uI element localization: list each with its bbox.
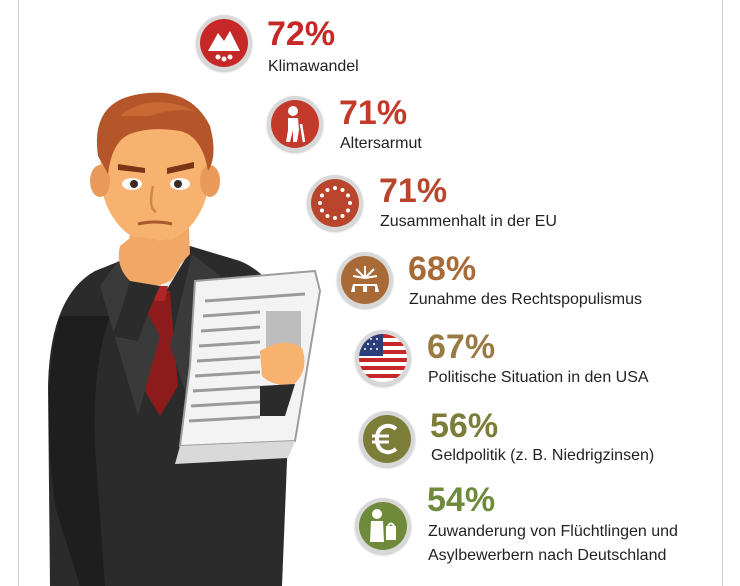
- refugee-icon: [370, 509, 396, 542]
- item-label: Zunahme des Rechtspopulismus: [409, 291, 643, 308]
- item-percent: 68%: [408, 250, 477, 288]
- item-color-disc: [311, 179, 359, 227]
- usa-badge: [355, 330, 411, 386]
- eu-stars-icon: [318, 186, 352, 220]
- populism-badge: [337, 252, 393, 308]
- item-color-disc: [359, 502, 407, 550]
- item-color-disc: [363, 415, 411, 463]
- businessman-illustration: [48, 92, 322, 586]
- megaphone-fist-icon: [351, 266, 379, 292]
- item-percent: 67%: [427, 328, 496, 366]
- immigration-badge: [355, 498, 411, 554]
- item-label: Politische Situation in den USA: [428, 369, 649, 386]
- item-percent: 72%: [267, 15, 336, 53]
- item-label: Altersarmut: [340, 135, 422, 152]
- usa-flag-icon: [359, 334, 407, 378]
- pension-badge: [267, 96, 323, 152]
- right-frame-line: [722, 0, 723, 586]
- item-color-disc: [271, 100, 319, 148]
- item-label: Zusammenhalt in der EU: [380, 213, 557, 230]
- eu-badge: [307, 175, 363, 231]
- item-percent: 71%: [339, 94, 408, 132]
- climate-badge: [196, 15, 252, 71]
- item-label-line1: Zuwanderung von Flüchtlingen und: [428, 523, 678, 540]
- item-percent: 71%: [379, 172, 448, 210]
- left-frame-line: [18, 0, 19, 586]
- monetary-badge: [359, 411, 415, 467]
- item-label: Klimawandel: [268, 58, 359, 75]
- melting-glacier-icon: [208, 31, 240, 62]
- item-color-disc: [359, 334, 407, 382]
- euro-icon: [372, 423, 398, 455]
- elderly-person-icon: [286, 106, 306, 143]
- item-color-disc: [341, 256, 389, 304]
- item-color-disc: [200, 19, 248, 67]
- item-percent: 56%: [430, 407, 499, 445]
- item-label: Geldpolitik (z. B. Niedrigzinsen): [431, 447, 655, 464]
- item-percent: 54%: [427, 481, 496, 519]
- item-label-line2: Asylbewerbern nach Deutschland: [428, 547, 667, 564]
